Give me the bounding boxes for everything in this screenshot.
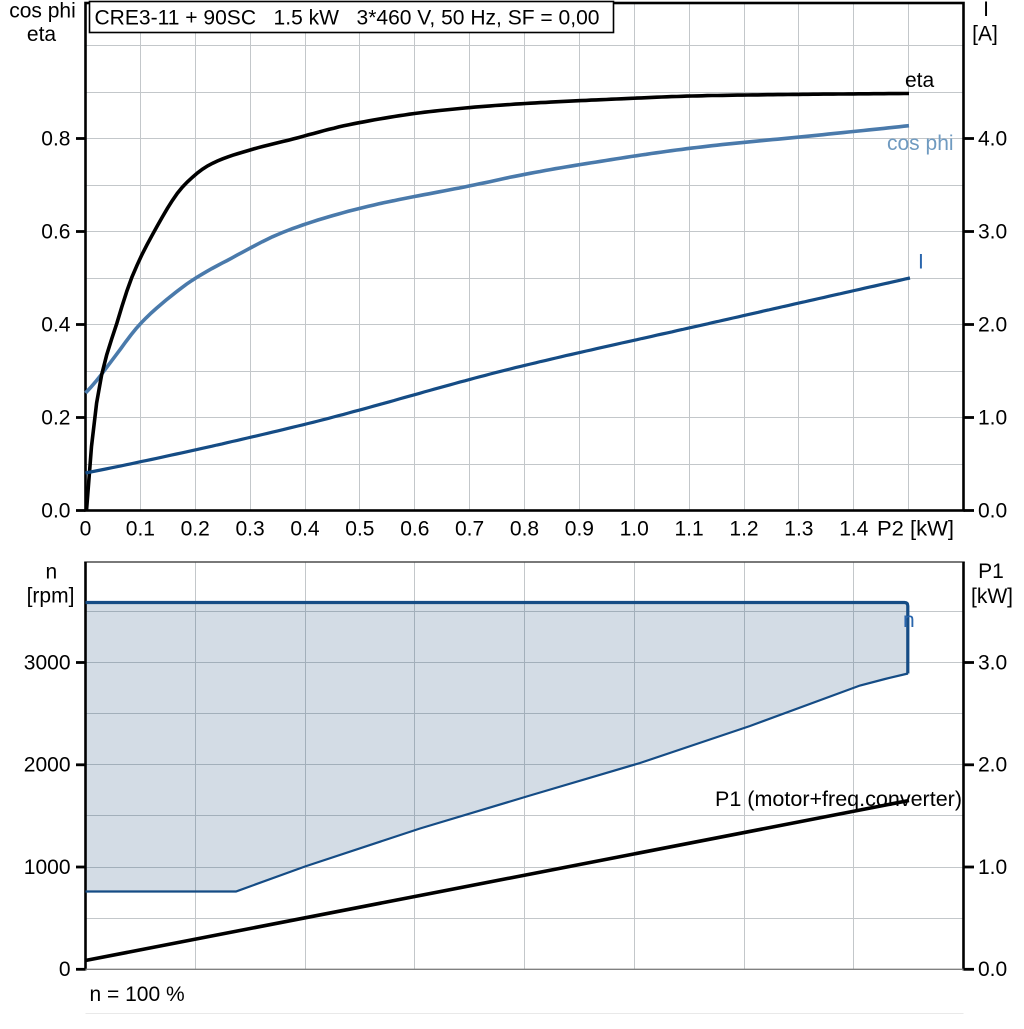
svg-text:0.5: 0.5 bbox=[345, 518, 374, 541]
svg-text:CRE3-11 + 90SC 1.5 kW 3*46: CRE3-11 + 90SC 1.5 kW 3*460 V, 50 Hz, SF… bbox=[95, 7, 600, 30]
svg-text:1.0: 1.0 bbox=[620, 518, 649, 541]
svg-text:1.0: 1.0 bbox=[978, 406, 1007, 429]
svg-text:1.1: 1.1 bbox=[674, 518, 703, 541]
svg-text:n: n bbox=[903, 609, 915, 632]
svg-text:0.6: 0.6 bbox=[400, 518, 429, 541]
svg-text:cos phi: cos phi bbox=[887, 132, 954, 155]
svg-text:0.9: 0.9 bbox=[565, 518, 594, 541]
svg-text:3.0: 3.0 bbox=[978, 220, 1007, 243]
svg-text:0: 0 bbox=[59, 958, 71, 981]
svg-text:n: n bbox=[45, 561, 57, 584]
svg-text:0.0: 0.0 bbox=[41, 499, 70, 522]
svg-text:2000: 2000 bbox=[24, 754, 71, 777]
svg-text:1.4: 1.4 bbox=[839, 518, 869, 541]
svg-text:eta: eta bbox=[27, 23, 57, 46]
svg-text:I: I bbox=[983, 0, 989, 21]
svg-text:[rpm]: [rpm] bbox=[27, 585, 75, 608]
svg-text:3000: 3000 bbox=[24, 651, 71, 674]
svg-text:0.7: 0.7 bbox=[455, 518, 484, 541]
svg-text:P1: P1 bbox=[978, 560, 1004, 583]
svg-text:1.0: 1.0 bbox=[978, 856, 1007, 879]
svg-text:0.4: 0.4 bbox=[290, 518, 320, 541]
svg-text:[A]: [A] bbox=[972, 23, 998, 46]
svg-text:0.6: 0.6 bbox=[41, 220, 70, 243]
svg-text:0.1: 0.1 bbox=[126, 518, 155, 541]
svg-text:P1 (motor+freq.converter): P1 (motor+freq.converter) bbox=[715, 788, 962, 811]
svg-text:0.4: 0.4 bbox=[41, 313, 71, 336]
svg-text:eta: eta bbox=[905, 69, 935, 92]
svg-text:P2 [kW]: P2 [kW] bbox=[877, 518, 954, 541]
svg-text:3.0: 3.0 bbox=[978, 651, 1007, 674]
svg-text:0: 0 bbox=[80, 518, 92, 541]
svg-text:0.2: 0.2 bbox=[181, 518, 210, 541]
svg-text:I: I bbox=[918, 251, 924, 274]
svg-text:1.3: 1.3 bbox=[784, 518, 813, 541]
svg-text:0.8: 0.8 bbox=[41, 127, 70, 150]
svg-text:1.2: 1.2 bbox=[729, 518, 758, 541]
svg-text:0.2: 0.2 bbox=[41, 406, 70, 429]
svg-text:cos phi: cos phi bbox=[9, 0, 76, 23]
svg-text:0.3: 0.3 bbox=[235, 518, 264, 541]
svg-text:4.0: 4.0 bbox=[978, 127, 1007, 150]
svg-text:0.0: 0.0 bbox=[978, 958, 1007, 981]
svg-text:n = 100 %: n = 100 % bbox=[90, 983, 185, 1006]
svg-text:2.0: 2.0 bbox=[978, 313, 1007, 336]
svg-text:0.0: 0.0 bbox=[978, 499, 1007, 522]
svg-text:1000: 1000 bbox=[24, 856, 71, 879]
svg-text:[kW]: [kW] bbox=[971, 585, 1013, 608]
svg-text:2.0: 2.0 bbox=[978, 754, 1007, 777]
svg-text:0.8: 0.8 bbox=[510, 518, 539, 541]
